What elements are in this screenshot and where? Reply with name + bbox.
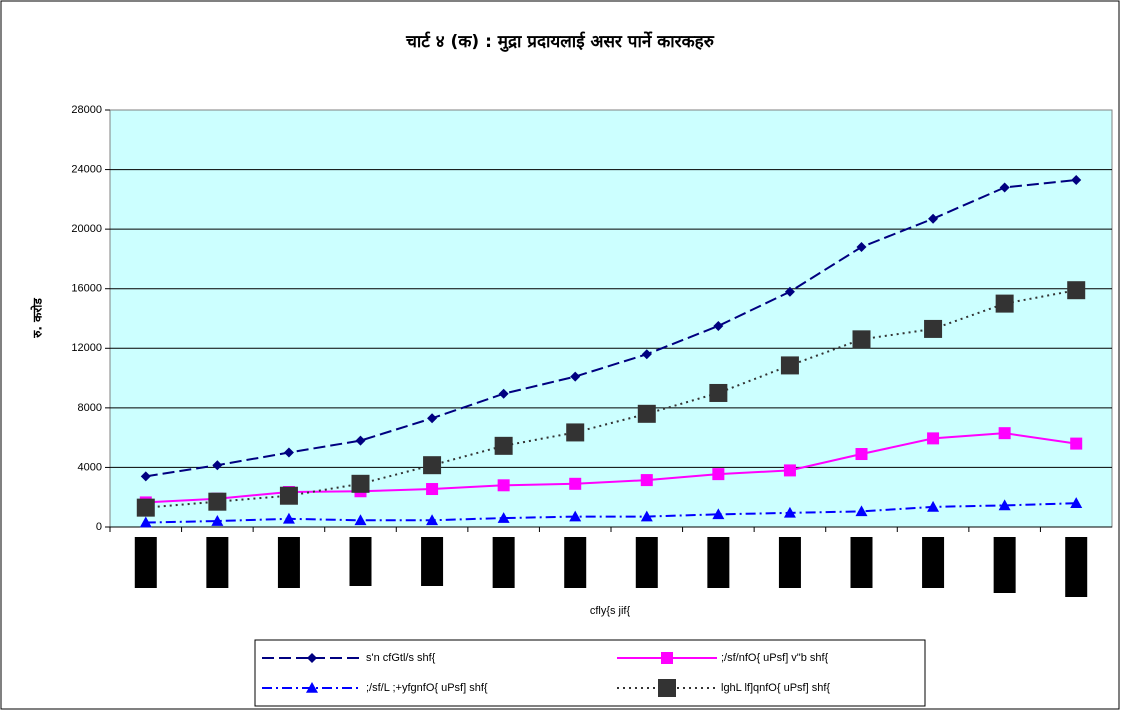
marker <box>569 510 582 522</box>
marker <box>497 512 510 523</box>
marker <box>497 479 510 492</box>
marker <box>569 477 582 490</box>
marker <box>140 471 151 482</box>
marker <box>426 483 439 496</box>
marker <box>658 679 676 697</box>
marker <box>355 435 366 446</box>
marker <box>855 505 868 517</box>
x-tick-label-glyph <box>850 537 873 588</box>
y-tick-label: 20000 <box>71 223 102 235</box>
y-tick-label: 28000 <box>71 104 102 116</box>
x-tick-label-glyph <box>492 537 515 588</box>
y-tick-label: 16000 <box>71 283 102 295</box>
marker <box>999 182 1010 193</box>
legend-label: lghL lf]qnfO{ uPsf] shf{ <box>721 682 830 694</box>
marker <box>1070 497 1083 508</box>
series-line <box>145 502 1077 524</box>
marker <box>566 423 585 442</box>
marker <box>780 356 799 375</box>
marker <box>351 474 370 493</box>
marker <box>279 486 298 505</box>
marker <box>927 500 940 512</box>
marker <box>208 492 227 511</box>
marker <box>136 498 155 517</box>
marker <box>998 427 1011 440</box>
marker <box>924 319 943 338</box>
marker <box>1071 174 1082 185</box>
x-tick-label-glyph <box>134 537 157 588</box>
x-tick-label-glyph <box>993 537 1016 593</box>
series-line <box>145 289 1077 509</box>
x-tick-label-glyph <box>206 537 229 588</box>
x-tick-label-glyph <box>349 537 372 586</box>
marker <box>307 653 317 663</box>
x-tick-label-glyph <box>635 537 658 588</box>
marker <box>641 349 652 360</box>
x-tick-label-glyph <box>421 537 444 586</box>
marker <box>713 320 724 331</box>
marker <box>712 468 725 481</box>
series-line <box>145 179 1077 478</box>
x-tick-label-glyph <box>1065 537 1088 597</box>
y-tick-label: 0 <box>96 521 102 533</box>
marker <box>423 456 442 475</box>
marker <box>637 404 656 423</box>
marker <box>855 448 868 461</box>
marker <box>783 464 796 477</box>
marker <box>640 474 653 487</box>
marker <box>570 371 581 382</box>
marker <box>282 512 295 524</box>
marker <box>1070 437 1083 450</box>
marker <box>927 432 940 445</box>
marker <box>928 213 939 224</box>
marker <box>1067 281 1086 300</box>
x-tick-label-glyph <box>707 537 730 588</box>
legend-label: ;/sf/L ;+yfgnfO{ uPsf] shf{ <box>366 682 488 694</box>
y-tick-label: 4000 <box>78 461 102 473</box>
marker <box>783 506 796 518</box>
y-tick-label: 8000 <box>78 402 102 414</box>
marker <box>661 652 673 664</box>
x-tick-label-glyph <box>277 537 300 588</box>
marker <box>212 460 223 471</box>
legend <box>254 639 926 707</box>
marker <box>709 383 728 402</box>
marker <box>283 447 294 458</box>
marker <box>856 242 867 253</box>
y-tick-label: 24000 <box>71 163 102 175</box>
y-tick-label: 12000 <box>71 342 102 354</box>
plot-area <box>109 109 1113 528</box>
legend-label: ;/sf/nfO{ uPsf] v"b shf{ <box>721 652 829 664</box>
marker <box>427 413 438 424</box>
marker <box>494 436 513 455</box>
marker <box>640 510 653 522</box>
x-tick-label-glyph <box>922 537 945 588</box>
marker <box>306 682 318 693</box>
marker <box>784 286 795 297</box>
chart-title: चार्ट ४ (क) : मुद्रा प्रदायलाई असर पार्न… <box>405 31 715 52</box>
x-tick-label-glyph <box>778 537 801 588</box>
marker <box>998 499 1011 511</box>
marker <box>211 515 224 526</box>
legend-label: s'n cfGtl/s shf{ <box>366 652 436 664</box>
series-line <box>145 432 1077 504</box>
marker <box>354 514 367 526</box>
marker <box>995 294 1014 313</box>
x-axis-label: cfly{s jif{ <box>590 605 631 617</box>
marker <box>712 508 725 520</box>
x-tick-label-glyph <box>564 537 587 588</box>
marker <box>498 388 509 399</box>
marker <box>426 514 439 526</box>
y-axis-label: रु. करोड <box>31 298 45 339</box>
marker <box>139 516 152 528</box>
marker <box>852 330 871 349</box>
